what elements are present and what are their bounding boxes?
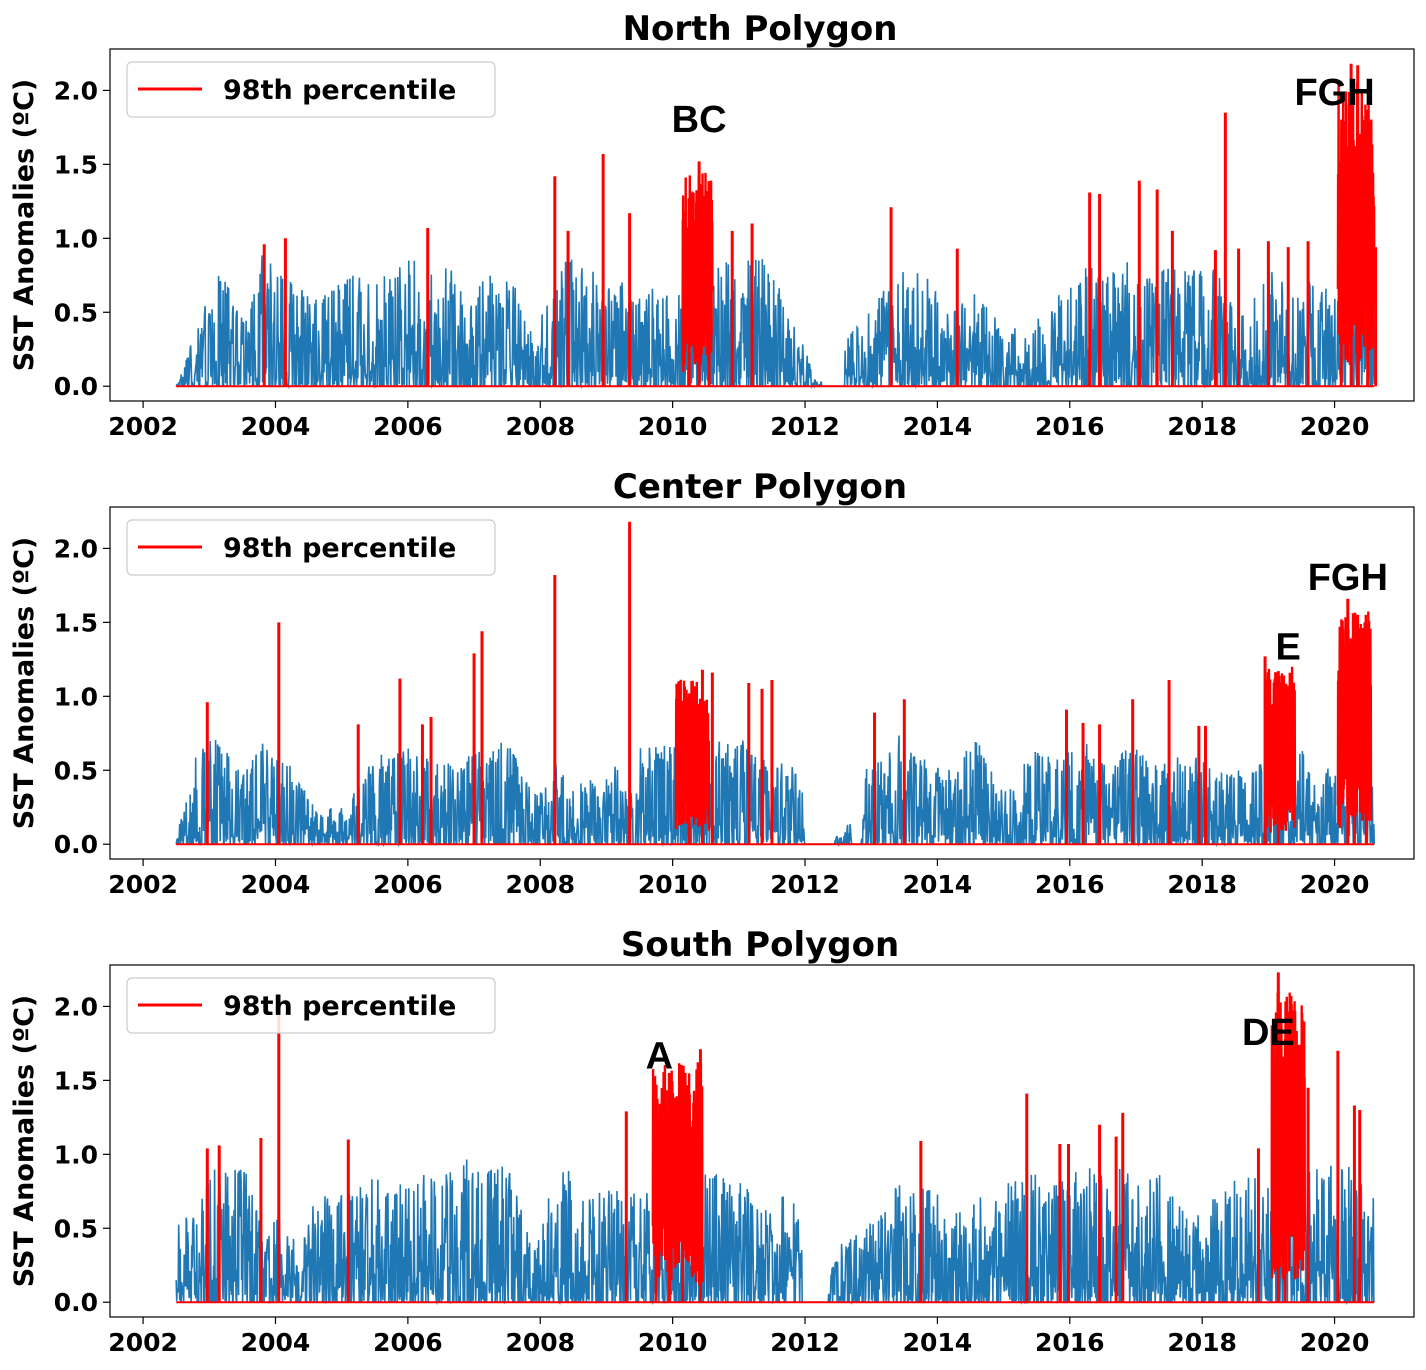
x-tick-label: 2008 bbox=[505, 1328, 575, 1357]
x-tick-label: 2010 bbox=[638, 1328, 708, 1357]
y-tick-label: 2.0 bbox=[54, 76, 98, 105]
x-tick-label: 2018 bbox=[1167, 870, 1237, 899]
y-tick-label: 0.5 bbox=[54, 1214, 98, 1243]
event-annotation: FGH bbox=[1308, 557, 1388, 599]
x-tick-label: 2008 bbox=[505, 870, 575, 899]
x-tick-label: 2006 bbox=[373, 1328, 443, 1357]
x-tick-label: 2020 bbox=[1300, 412, 1370, 441]
series-line-anomalies bbox=[175, 255, 1376, 390]
y-tick-label: 1.5 bbox=[54, 150, 98, 179]
x-tick-label: 2010 bbox=[638, 870, 708, 899]
series-line-anomalies bbox=[175, 735, 1376, 848]
plot-area bbox=[175, 63, 1378, 390]
legend: 98th percentile bbox=[126, 61, 496, 118]
x-tick-label: 2012 bbox=[770, 1328, 840, 1357]
x-tick-label: 2016 bbox=[1035, 412, 1105, 441]
legend-box bbox=[126, 977, 496, 1034]
center-polygon-panel: Center Polygon SST Anomalies (ºC) 0.0 0.5 1.… bbox=[9, 467, 1415, 899]
y-tick-label: 0.0 bbox=[54, 372, 98, 401]
x-tick-label: 2014 bbox=[903, 870, 973, 899]
exceedance-cluster bbox=[681, 172, 714, 372]
y-tick-label: 2.0 bbox=[54, 992, 98, 1021]
event-annotation: DE bbox=[1242, 1012, 1295, 1054]
x-tick-label: 2018 bbox=[1167, 412, 1237, 441]
exceedance-cluster bbox=[651, 1062, 704, 1286]
x-tick-label: 2002 bbox=[108, 412, 178, 441]
event-annotation: FGH bbox=[1294, 72, 1374, 114]
legend-label: 98th percentile bbox=[223, 991, 456, 1022]
x-tick-label: 2002 bbox=[108, 1328, 178, 1357]
x-tick-label: 2014 bbox=[903, 412, 973, 441]
x-tick-label: 2014 bbox=[903, 1328, 973, 1357]
x-tick-label: 2006 bbox=[373, 412, 443, 441]
plot-area bbox=[175, 972, 1376, 1306]
x-tick-label: 2006 bbox=[373, 870, 443, 899]
y-axis-label: SST Anomalies (ºC) bbox=[9, 537, 40, 830]
panel-title: Center Polygon bbox=[613, 467, 907, 507]
x-tick-label: 2016 bbox=[1035, 1328, 1105, 1357]
panel-title: North Polygon bbox=[623, 9, 898, 49]
x-tick-label: 2004 bbox=[241, 1328, 311, 1357]
legend-label: 98th percentile bbox=[223, 75, 456, 106]
axes-frame bbox=[109, 506, 1415, 860]
legend-box bbox=[126, 519, 496, 576]
event-annotation: E bbox=[1276, 626, 1301, 668]
panel-title: South Polygon bbox=[621, 925, 899, 965]
plot-area bbox=[175, 521, 1376, 848]
y-tick-label: 2.0 bbox=[54, 534, 98, 563]
event-annotation: BC bbox=[672, 99, 727, 141]
y-tick-label: 1.5 bbox=[54, 608, 98, 637]
x-tick-label: 2012 bbox=[770, 412, 840, 441]
y-tick-label: 0.5 bbox=[54, 756, 98, 785]
x-tick-label: 2012 bbox=[770, 870, 840, 899]
legend: 98th percentile bbox=[126, 519, 496, 576]
x-tick-label: 2004 bbox=[241, 412, 311, 441]
legend-box bbox=[126, 61, 496, 118]
x-tick-label: 2008 bbox=[505, 412, 575, 441]
y-tick-label: 0.5 bbox=[54, 298, 98, 327]
y-axis-label: SST Anomalies (ºC) bbox=[9, 79, 40, 372]
legend: 98th percentile bbox=[126, 977, 496, 1034]
x-tick-label: 2020 bbox=[1300, 1328, 1370, 1357]
y-tick-label: 1.0 bbox=[54, 682, 98, 711]
x-tick-label: 2004 bbox=[241, 870, 311, 899]
exceedance-cluster bbox=[674, 679, 711, 831]
y-tick-label: 1.0 bbox=[54, 1140, 98, 1169]
exceedance-cluster bbox=[1263, 666, 1297, 833]
y-axis-label: SST Anomalies (ºC) bbox=[9, 995, 40, 1288]
x-tick-label: 2020 bbox=[1300, 870, 1370, 899]
x-tick-label: 2016 bbox=[1035, 870, 1105, 899]
legend-label: 98th percentile bbox=[223, 533, 456, 564]
south-polygon-panel: South Polygon SST Anomalies (ºC) 0.0 0.5 1.0… bbox=[9, 925, 1415, 1357]
y-tick-label: 0.0 bbox=[54, 830, 98, 859]
x-tick-label: 2010 bbox=[638, 412, 708, 441]
y-tick-label: 1.0 bbox=[54, 224, 98, 253]
series-line-anomalies bbox=[175, 1159, 1376, 1306]
north-polygon-panel: North Polygon SST Anomalies (ºC) 0.0 0.5 1.0… bbox=[9, 9, 1415, 441]
x-tick-label: 2002 bbox=[108, 870, 178, 899]
event-annotation: A bbox=[646, 1036, 673, 1078]
axes-frame bbox=[109, 964, 1415, 1318]
x-tick-label: 2018 bbox=[1167, 1328, 1237, 1357]
y-tick-label: 0.0 bbox=[54, 1288, 98, 1317]
axes-frame bbox=[109, 48, 1415, 402]
y-tick-label: 1.5 bbox=[54, 1066, 98, 1095]
